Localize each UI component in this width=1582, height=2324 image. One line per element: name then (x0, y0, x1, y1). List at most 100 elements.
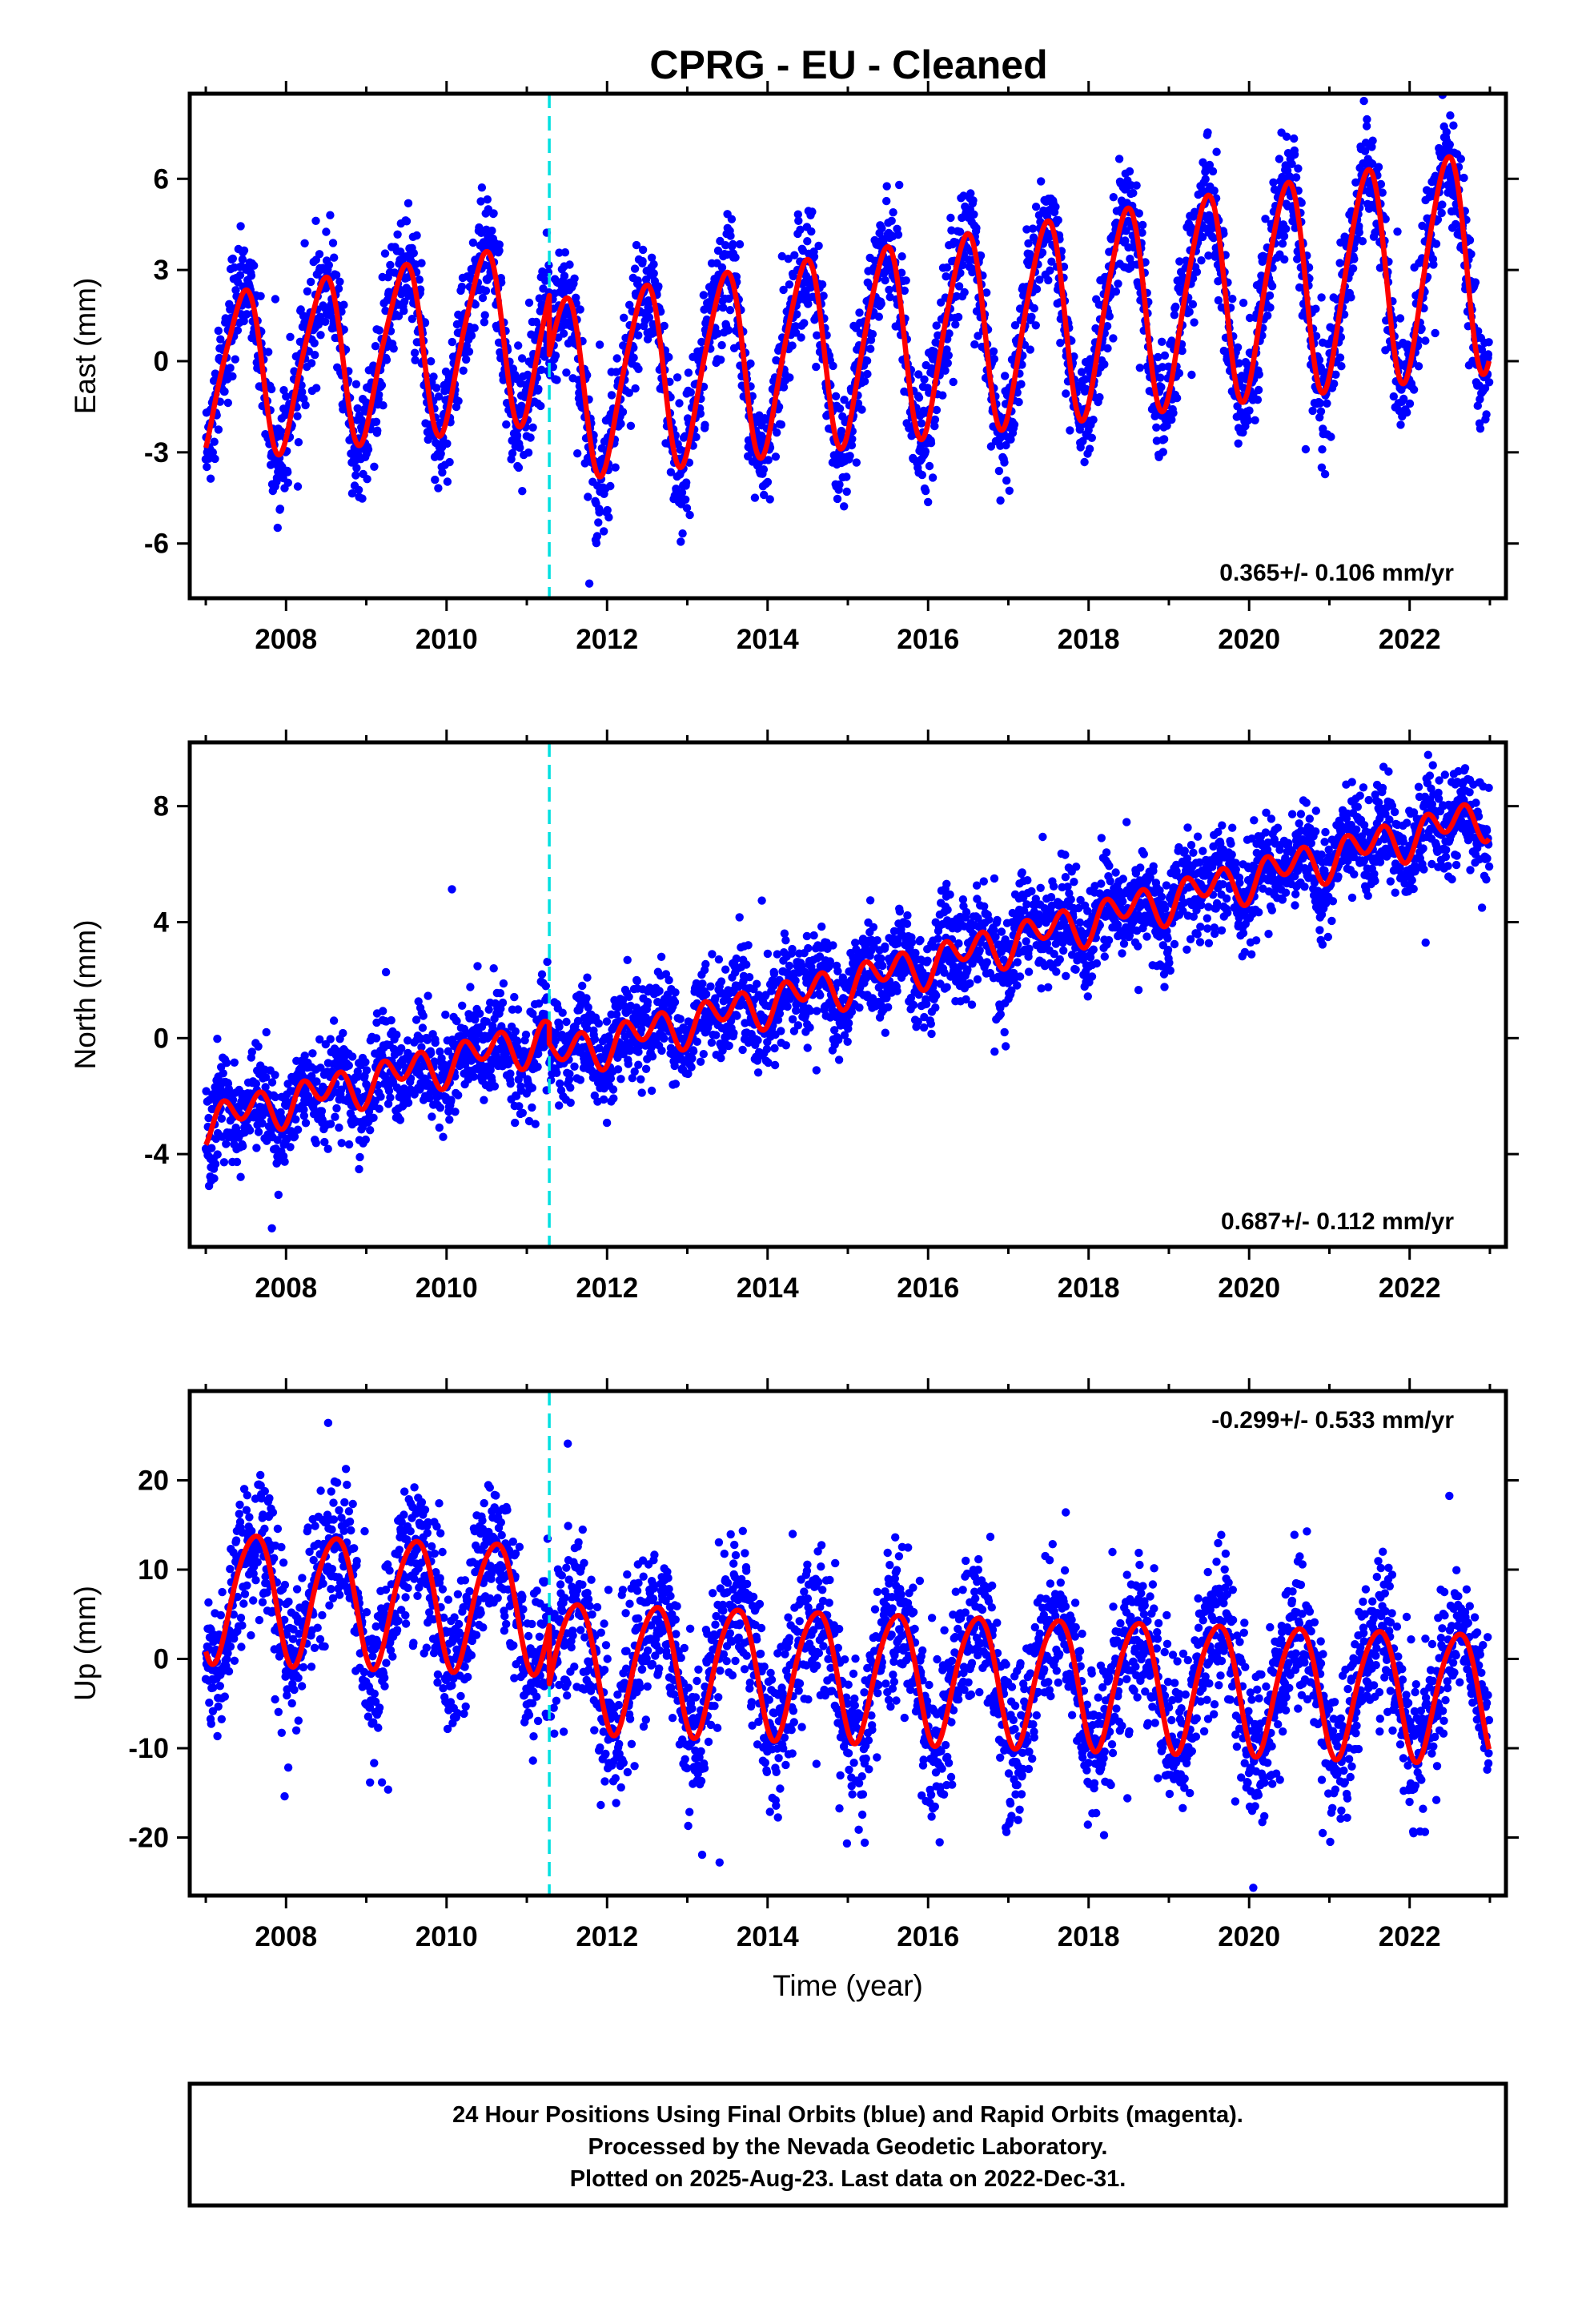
data-point (583, 973, 592, 982)
data-point (1431, 328, 1439, 338)
data-point (231, 286, 240, 295)
data-point (900, 286, 909, 296)
data-point (518, 1108, 527, 1118)
data-point (362, 1066, 371, 1075)
data-point (576, 305, 584, 314)
data-point (228, 1096, 238, 1104)
data-point (1243, 416, 1253, 425)
data-point (322, 227, 331, 236)
data-point (969, 196, 978, 205)
data-point (1134, 209, 1144, 218)
data-point (331, 271, 341, 279)
data-point (779, 285, 788, 295)
data-point (1389, 392, 1399, 401)
data-point (1190, 318, 1199, 327)
data-point (647, 253, 656, 262)
data-point (537, 365, 546, 374)
data-point (763, 477, 773, 487)
data-point (381, 306, 390, 316)
data-point (670, 1061, 679, 1071)
data-point (417, 259, 426, 267)
data-point (434, 392, 444, 401)
data-point (217, 1114, 226, 1124)
data-point (863, 369, 872, 379)
data-point (1476, 424, 1485, 433)
data-point (1414, 362, 1423, 371)
data-point (541, 982, 550, 991)
data-point (696, 409, 705, 418)
data-point (817, 280, 827, 289)
data-point (352, 464, 361, 472)
data-point (271, 295, 280, 304)
data-point (1172, 393, 1182, 403)
data-point (731, 253, 740, 262)
data-point (386, 1093, 395, 1102)
data-point (523, 370, 532, 380)
data-point (379, 401, 387, 410)
data-point (478, 293, 488, 303)
data-point (671, 988, 680, 997)
data-point (556, 1079, 564, 1088)
data-point (994, 466, 1004, 476)
data-point (1214, 296, 1223, 305)
data-point (339, 300, 348, 309)
data-point (930, 415, 940, 424)
data-point (363, 475, 371, 484)
panel-north: 2008 2010 2012 2014 2016 2018 2020 2022-4048Nor… (69, 730, 1519, 1304)
data-point (311, 351, 319, 360)
data-point (634, 331, 643, 340)
data-point (842, 487, 851, 497)
data-point (293, 1125, 303, 1134)
data-point (1320, 469, 1330, 479)
data-point (1167, 336, 1176, 345)
data-point (970, 340, 979, 349)
data-point (765, 495, 774, 504)
data-point (371, 342, 380, 351)
data-point (701, 959, 710, 969)
data-point (566, 1084, 575, 1092)
data-point (803, 237, 812, 246)
data-point (1204, 251, 1213, 260)
data-point (1316, 407, 1326, 416)
data-point (1197, 256, 1206, 265)
data-point (1077, 368, 1086, 376)
data-point (974, 332, 982, 340)
data-point (932, 321, 941, 330)
data-point (321, 317, 330, 326)
data-point (990, 355, 999, 364)
data-point (928, 473, 938, 482)
data-point (296, 305, 305, 314)
data-point (725, 306, 735, 315)
data-point (419, 1011, 428, 1020)
data-point (812, 362, 821, 372)
data-point (1245, 406, 1254, 415)
data-point (746, 359, 755, 368)
data-point (1087, 433, 1097, 442)
data-point (308, 1049, 317, 1058)
data-point (247, 1047, 256, 1056)
data-point (517, 354, 527, 363)
data-point (1002, 440, 1010, 450)
data-point (1460, 173, 1468, 183)
data-point (603, 505, 612, 515)
data-point (882, 182, 891, 191)
data-point (219, 1158, 229, 1167)
data-point (946, 213, 955, 223)
data-point (1330, 380, 1339, 388)
points-north (201, 750, 1494, 1233)
data-point (885, 285, 893, 295)
data-point (1188, 300, 1198, 309)
data-point (543, 957, 552, 967)
data-point (609, 1094, 618, 1103)
data-point (773, 428, 781, 437)
y-axis-label: East (mm) (69, 278, 102, 415)
data-point (373, 426, 382, 435)
data-point (717, 263, 727, 272)
data-point (1278, 239, 1287, 248)
data-point (207, 1104, 216, 1114)
data-point (1135, 364, 1145, 372)
data-point (938, 391, 947, 400)
data-point (1205, 160, 1215, 170)
data-point (555, 1022, 564, 1031)
data-point (966, 189, 975, 198)
